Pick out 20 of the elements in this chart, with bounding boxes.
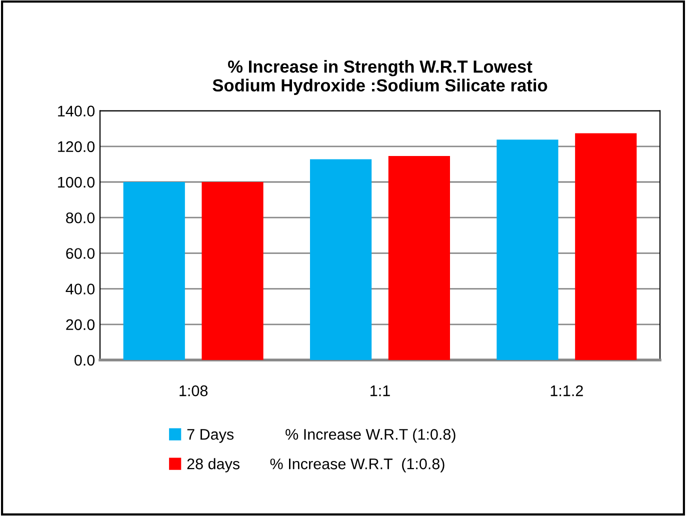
bar bbox=[496, 140, 558, 360]
x-tick-label: 1:1 bbox=[370, 386, 390, 396]
y-tick-label: 80.0 bbox=[66, 212, 95, 224]
x-tick-label: 1:1.2 bbox=[550, 385, 583, 396]
y-tick-label: 40.0 bbox=[66, 284, 95, 294]
chart-title: % Increase in Strength W.R.T Lowest Sodium Hydroxide :Sodium Silicate ratio bbox=[212, 60, 548, 95]
x-tick-label: 1:08 bbox=[180, 385, 208, 396]
bar bbox=[123, 182, 185, 360]
legend-label: 28 days % Increase W.R.T (1:0.8) bbox=[187, 458, 444, 472]
bar bbox=[202, 182, 264, 360]
y-tick-label: 20.0 bbox=[66, 319, 95, 330]
y-tick-label: 0.0 bbox=[74, 354, 95, 366]
bar bbox=[575, 133, 637, 360]
legend-label: 7 Days % Increase W.R.T (1:0.8) bbox=[187, 428, 456, 443]
y-tick-label: 140.0 bbox=[58, 106, 95, 116]
bar bbox=[388, 156, 450, 360]
bar bbox=[310, 159, 372, 360]
y-tick-label: 100.0 bbox=[58, 176, 95, 188]
y-tick-label: 60.0 bbox=[66, 248, 95, 259]
y-tick-label: 120.0 bbox=[58, 141, 95, 152]
